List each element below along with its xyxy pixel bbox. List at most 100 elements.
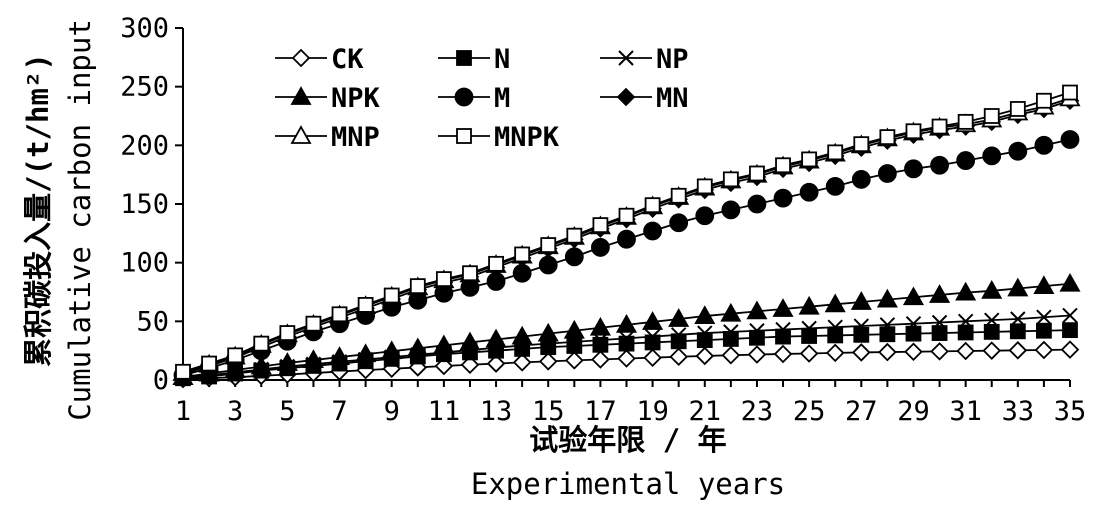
data-point-mnpk (175, 363, 191, 380)
x-axis-title-cn: 试验年限 / 年 (529, 423, 726, 457)
data-point-n (983, 323, 1000, 340)
data-point-npk (615, 314, 638, 333)
data-point-mnpk (592, 217, 609, 234)
data-point-npk (537, 322, 559, 342)
data-point-mnpk (853, 136, 870, 153)
data-point-m (1034, 135, 1054, 155)
data-point-npk (798, 295, 820, 315)
data-point-m (721, 200, 741, 220)
legend-label-mn: MN (656, 83, 689, 114)
data-point-npk (668, 308, 690, 327)
data-point-ck (878, 342, 897, 362)
data-point-npk (407, 337, 429, 357)
data-point-npk (302, 349, 324, 368)
data-point-m (591, 238, 610, 257)
data-point-npk (485, 328, 507, 348)
data-point-mnpk (827, 144, 844, 161)
data-point-ck (486, 354, 506, 373)
data-point-mnpk (931, 118, 948, 135)
legend-label-m: M (494, 83, 510, 114)
x-tick-label: 17 (584, 396, 617, 427)
data-point-mnpk (879, 129, 896, 146)
x-tick-label: 27 (845, 396, 878, 427)
legend-marker-mnp (290, 125, 312, 144)
data-point-ck (930, 342, 949, 361)
data-point-npk (642, 311, 664, 330)
data-point-n (1009, 323, 1026, 340)
data-point-n (1036, 322, 1052, 339)
y-tick-label: 100 (120, 248, 169, 279)
data-point-npk (955, 281, 977, 301)
y-axis-title-cn: 累积碳投入量/(t/hm²) (21, 53, 55, 367)
data-point-n (801, 328, 818, 344)
x-axis-title-en: Experimental years (471, 467, 785, 501)
data-point-m (825, 176, 845, 196)
data-point-npk (876, 288, 898, 308)
data-point-ck (538, 352, 558, 371)
data-point-ck (982, 341, 1002, 360)
data-point-np (1010, 311, 1026, 327)
data-point-mnpk (435, 271, 452, 287)
data-point-n (592, 336, 609, 353)
data-point-m (1060, 130, 1080, 149)
data-point-np (618, 330, 635, 347)
data-point-npk (563, 319, 585, 339)
data-point-m (1008, 141, 1028, 161)
data-point-mnpk (383, 287, 400, 304)
data-point-mnpk (905, 123, 922, 140)
data-point-ck (1008, 341, 1028, 360)
data-point-n (749, 329, 765, 346)
data-point-mnpk (801, 151, 818, 168)
legend-label-npk: NPK (331, 83, 381, 114)
y-tick-label: 0 (153, 365, 169, 396)
data-point-mnpk (540, 237, 557, 253)
y-tick-label: 200 (120, 130, 169, 161)
data-point-n (670, 333, 687, 350)
data-point-m (982, 146, 1002, 166)
y-axis-title-unit: /(t/hm²) (21, 53, 55, 193)
y-axis-title-en: Cumulative carbon input (63, 19, 97, 421)
data-point-n (618, 335, 635, 352)
data-point-np (905, 315, 922, 332)
data-point-n (722, 331, 739, 347)
data-point-npk (929, 284, 951, 303)
x-tick-label: 31 (949, 396, 982, 427)
y-tick-label: 150 (120, 189, 169, 220)
legend-item-np: NP (600, 44, 689, 75)
legend-marker-np (618, 50, 634, 66)
legend-label-np: NP (656, 44, 689, 75)
data-point-ck (1034, 340, 1054, 360)
x-tick-label: 33 (1002, 396, 1035, 427)
data-point-n (775, 328, 791, 345)
data-point-ck (617, 349, 636, 368)
data-point-np (670, 327, 687, 343)
data-point-ck (747, 345, 767, 364)
legend-item-ck: CK (275, 44, 364, 75)
x-tick-label: 9 (384, 396, 400, 427)
data-point-m (643, 221, 662, 241)
data-point-mnpk (201, 355, 217, 372)
legend-item-m: M (438, 83, 510, 114)
data-point-npk (433, 334, 455, 354)
data-point-npk (276, 352, 298, 371)
data-point-npk (720, 302, 742, 322)
data-point-np (984, 312, 1000, 328)
data-point-mnpk (462, 265, 478, 282)
x-tick-label: 21 (689, 396, 722, 427)
data-point-mnpk (227, 347, 244, 364)
data-point-np (644, 328, 661, 345)
legend-marker-mnpk (456, 128, 472, 144)
data-point-ck (799, 344, 819, 363)
y-tick-label: 50 (136, 306, 169, 337)
legend-label-n: N (494, 44, 510, 75)
data-point-m (930, 155, 949, 175)
data-point-mnpk (331, 306, 348, 323)
data-point-ck (721, 345, 741, 365)
data-point-npk (1007, 277, 1029, 297)
legend-marker-m (454, 87, 474, 107)
data-point-m (538, 255, 558, 275)
data-point-mnpk (279, 325, 296, 341)
x-tick-label: 11 (428, 396, 461, 427)
data-point-n (853, 326, 870, 343)
